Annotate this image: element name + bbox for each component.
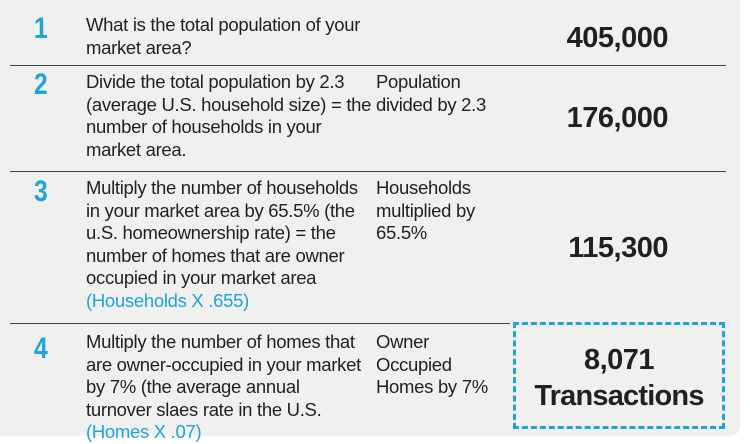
- row-divider: [10, 171, 726, 172]
- step-description-text: Multiply the number of households in you…: [86, 177, 358, 288]
- step-number: 4: [34, 332, 48, 365]
- step-description-text: Multiply the number of homes that are ow…: [86, 331, 361, 420]
- row-divider: [10, 323, 510, 324]
- step-calculation: Households multiplied by 65.5%: [376, 177, 475, 243]
- step-number: 1: [34, 12, 48, 45]
- step-number: 3: [34, 175, 48, 208]
- step-description: Multiply the number of households in you…: [86, 177, 372, 312]
- step-formula: (Homes X .07): [86, 421, 202, 442]
- step-calculation: Owner Occupied Homes by 7%: [376, 331, 488, 397]
- result-highlight-box: 8,071 Transactions: [513, 322, 725, 429]
- step-value: 405,000: [566, 22, 669, 54]
- step-number: 2: [34, 68, 48, 101]
- row-divider: [10, 65, 726, 66]
- result-unit: Transactions: [534, 380, 704, 412]
- step-description-text: Divide the total population by 2.3 (aver…: [86, 71, 372, 160]
- result-value: 8,071: [583, 344, 655, 376]
- step-description-text: What is the total population of your mar…: [86, 14, 361, 58]
- step-formula: (Households X .655): [86, 289, 249, 311]
- step-description: What is the total population of your mar…: [86, 14, 376, 59]
- step-description: Divide the total population by 2.3 (aver…: [86, 71, 376, 161]
- step-calculation: Population divided by 2.3: [376, 71, 486, 115]
- step-value: 176,000: [566, 102, 669, 134]
- step-description: Multiply the number of homes that are ow…: [86, 331, 366, 444]
- step-value: 115,300: [568, 232, 668, 264]
